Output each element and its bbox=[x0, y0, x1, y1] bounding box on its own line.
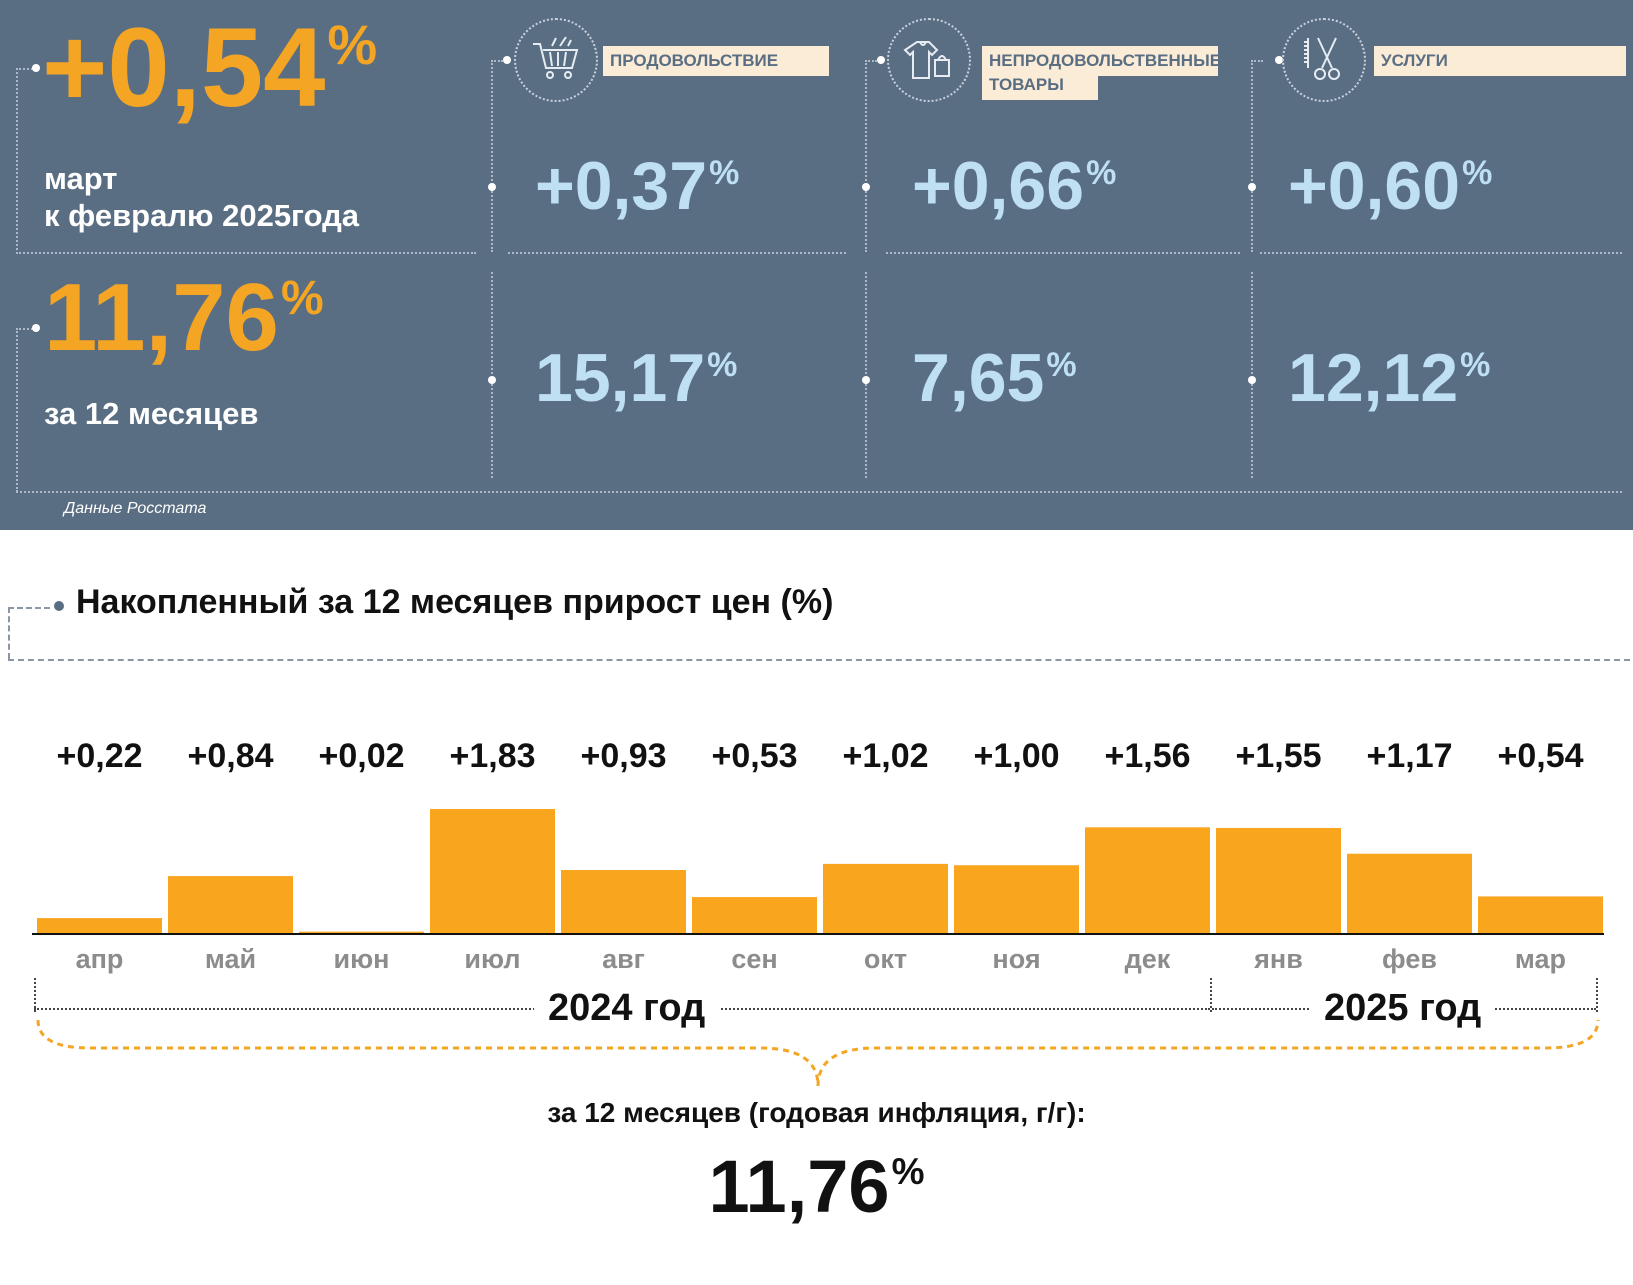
total-caption: за 12 месяцев (годовая инфляция, г/г): bbox=[547, 1097, 1086, 1128]
bar bbox=[823, 863, 948, 933]
scissors-comb-icon bbox=[1282, 18, 1366, 102]
divider bbox=[508, 252, 846, 254]
nonfood-monthly-value: +0,66% bbox=[912, 148, 1117, 224]
year-bracket bbox=[1210, 978, 1212, 1012]
x-tick-label: дек bbox=[1125, 944, 1171, 974]
title-dot bbox=[54, 601, 64, 611]
bar bbox=[37, 918, 162, 933]
section-bracket bbox=[8, 607, 10, 659]
nonfood-annual-value: 7,65% bbox=[912, 340, 1077, 416]
x-tick-label: июн bbox=[334, 944, 390, 974]
x-tick-label: ноя bbox=[992, 944, 1040, 974]
data-label: +1,56 bbox=[1104, 737, 1190, 775]
bar bbox=[954, 865, 1079, 933]
data-label: +1,83 bbox=[449, 737, 535, 775]
x-tick-label: май bbox=[205, 944, 256, 974]
connector-dot bbox=[32, 64, 40, 72]
summary-panel: +0,54% март к февралю 2025года 11,76% за… bbox=[0, 0, 1633, 530]
bar bbox=[1478, 896, 1603, 933]
category-label-nonfood: НЕПРОДОВОЛЬСТВЕННЫЕ bbox=[982, 46, 1221, 76]
services-monthly-value: +0,60% bbox=[1288, 148, 1493, 224]
divider bbox=[1251, 60, 1263, 62]
divider bbox=[491, 60, 493, 252]
year-label-2025: 2025 год bbox=[1310, 987, 1496, 1030]
bar bbox=[299, 931, 424, 933]
x-tick-label: янв bbox=[1253, 944, 1303, 974]
divider bbox=[16, 491, 1622, 493]
divider bbox=[865, 60, 877, 62]
connector-dot bbox=[877, 56, 885, 64]
divider bbox=[865, 60, 867, 252]
category-label-services: УСЛУГИ bbox=[1374, 46, 1626, 76]
divider bbox=[1260, 252, 1622, 254]
curly-brace bbox=[36, 1020, 1600, 1087]
bar bbox=[168, 876, 293, 933]
bar bbox=[1347, 853, 1472, 933]
clothing-bag-icon bbox=[887, 18, 971, 102]
data-label: +1,55 bbox=[1235, 737, 1321, 775]
bar bbox=[1085, 827, 1210, 933]
bar-chart: +0,22 апр +0,84 май +0,02 июн +1,83 июл +0,93 авг… bbox=[32, 737, 1604, 974]
monthly-inflation-label: март к февралю 2025года bbox=[44, 161, 360, 233]
data-label: +0,02 bbox=[318, 737, 404, 775]
source-note: Данные Росстата bbox=[64, 500, 207, 517]
connector-dot bbox=[503, 56, 511, 64]
services-annual-value: 12,12% bbox=[1288, 340, 1491, 416]
section-title: Накопленный за 12 месяцев прирост цен (%… bbox=[76, 583, 834, 621]
connector-dot bbox=[862, 376, 870, 384]
year-bracket bbox=[34, 978, 36, 1012]
data-label: +0,22 bbox=[56, 737, 142, 775]
divider bbox=[491, 60, 503, 62]
data-label: +0,54 bbox=[1497, 737, 1583, 775]
data-label: +0,84 bbox=[187, 737, 273, 775]
food-annual-value: 15,17% bbox=[535, 340, 738, 416]
annual-inflation-value: 11,76% bbox=[44, 264, 324, 371]
connector-dot bbox=[862, 183, 870, 191]
annual-inflation-label: за 12 месяцев bbox=[44, 396, 259, 431]
data-label: +1,17 bbox=[1366, 737, 1452, 775]
shopping-cart-icon bbox=[514, 18, 598, 102]
divider bbox=[1251, 272, 1253, 478]
bar bbox=[692, 897, 817, 933]
divider bbox=[886, 252, 1240, 254]
connector-dot bbox=[488, 376, 496, 384]
divider bbox=[16, 68, 36, 70]
divider bbox=[865, 272, 867, 478]
divider bbox=[16, 328, 18, 492]
x-tick-label: сен bbox=[731, 944, 777, 974]
x-tick-label: фев bbox=[1382, 944, 1437, 974]
total-annual-inflation: 11,76% bbox=[708, 1145, 925, 1228]
food-monthly-value: +0,37% bbox=[535, 148, 740, 224]
data-label: +0,93 bbox=[580, 737, 666, 775]
connector-dot bbox=[32, 324, 40, 332]
divider bbox=[16, 328, 36, 330]
year-label-2024: 2024 год bbox=[534, 987, 720, 1030]
divider bbox=[1251, 60, 1253, 252]
bar bbox=[1216, 827, 1341, 933]
data-label: +1,00 bbox=[973, 737, 1059, 775]
category-label-nonfood-line2: ТОВАРЫ bbox=[982, 70, 1098, 100]
monthly-inflation-value: +0,54% bbox=[42, 5, 378, 130]
connector-dot bbox=[1248, 183, 1256, 191]
data-label: +0,53 bbox=[711, 737, 797, 775]
x-tick-label: июл bbox=[464, 944, 520, 974]
divider bbox=[491, 272, 493, 478]
year-bracket bbox=[1596, 978, 1598, 1012]
bar bbox=[430, 809, 555, 933]
divider bbox=[16, 252, 476, 254]
x-tick-label: мар bbox=[1515, 944, 1566, 974]
x-tick-label: окт bbox=[864, 944, 907, 974]
connector-dot bbox=[1275, 56, 1283, 64]
x-tick-label: авг bbox=[602, 944, 645, 974]
data-label: +1,02 bbox=[842, 737, 928, 775]
x-tick-label: апр bbox=[76, 944, 124, 974]
bar bbox=[561, 869, 686, 933]
divider bbox=[16, 68, 18, 254]
connector-dot bbox=[1248, 376, 1256, 384]
connector-dot bbox=[488, 183, 496, 191]
section-bracket bbox=[8, 607, 50, 609]
category-label-food: ПРОДОВОЛЬСТВИЕ bbox=[603, 46, 829, 76]
section-divider bbox=[8, 659, 1630, 661]
